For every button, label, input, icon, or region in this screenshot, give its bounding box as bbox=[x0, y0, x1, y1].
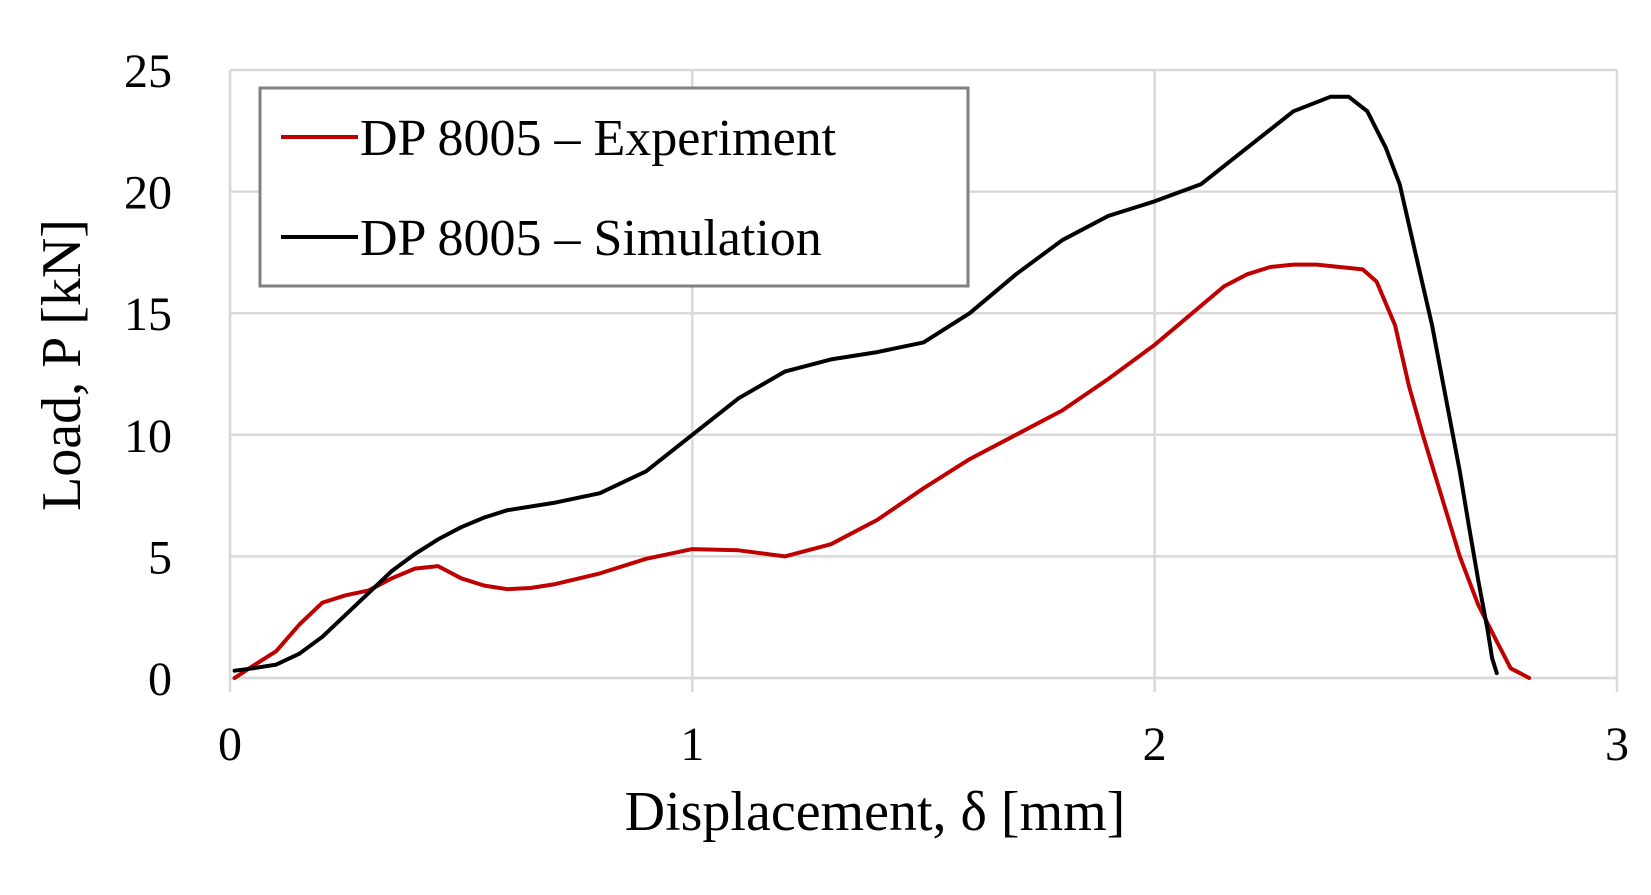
x-tick-label: 3 bbox=[1605, 718, 1629, 771]
legend-label-simulation: DP 8005 – Simulation bbox=[360, 210, 822, 267]
y-tick-label: 20 bbox=[124, 167, 172, 220]
x-tick-label: 2 bbox=[1143, 718, 1167, 771]
y-tick-label: 5 bbox=[148, 531, 172, 584]
legend-box bbox=[258, 86, 970, 288]
legend-label-experiment: DP 8005 – Experiment bbox=[360, 110, 837, 167]
y-tick-label: 15 bbox=[124, 288, 172, 341]
tick-label-layer: 0 5 10 15 20 25 0 1 2 3 bbox=[124, 45, 1629, 771]
y-tick-label: 25 bbox=[124, 45, 172, 98]
y-tick-label: 10 bbox=[124, 410, 172, 463]
x-tick-label: 1 bbox=[680, 718, 704, 771]
x-tick-label: 0 bbox=[218, 718, 242, 771]
series-layer bbox=[232, 94, 1532, 680]
y-tick-label: 0 bbox=[148, 653, 172, 706]
x-axis-title: Displacement, δ [mm] bbox=[625, 781, 1126, 843]
axis-layer bbox=[228, 70, 1619, 692]
legend: DP 8005 – Experiment DP 8005 – Simulatio… bbox=[258, 86, 970, 288]
series-line-experiment bbox=[232, 262, 1532, 680]
y-axis-title: Load, P [kN] bbox=[31, 219, 93, 511]
series-line-simulation bbox=[232, 94, 1499, 676]
